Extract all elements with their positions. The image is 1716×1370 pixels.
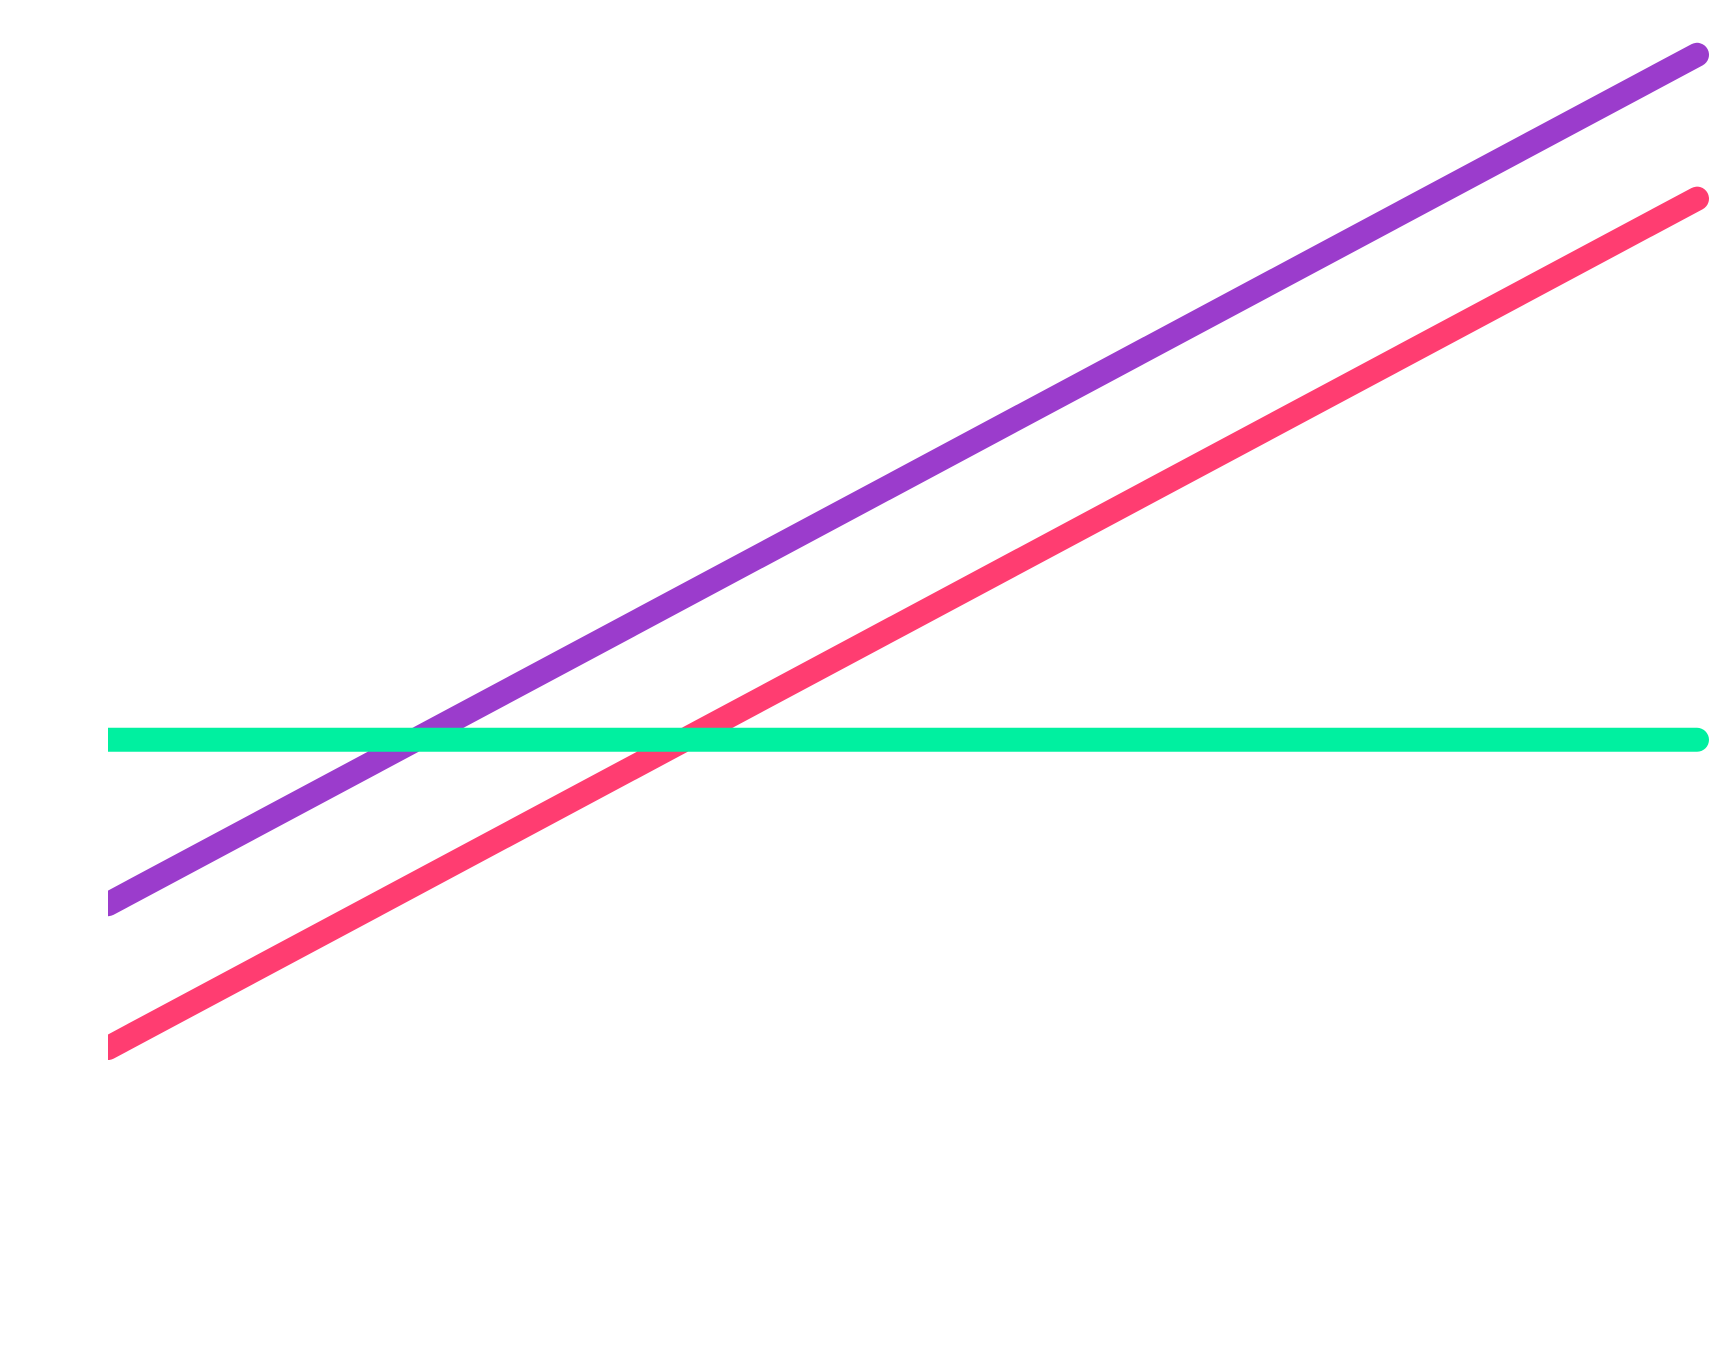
- series-line-2: [108, 186, 1709, 1061]
- series-layer: [108, 42, 1709, 1061]
- series-line-1: [108, 42, 1709, 917]
